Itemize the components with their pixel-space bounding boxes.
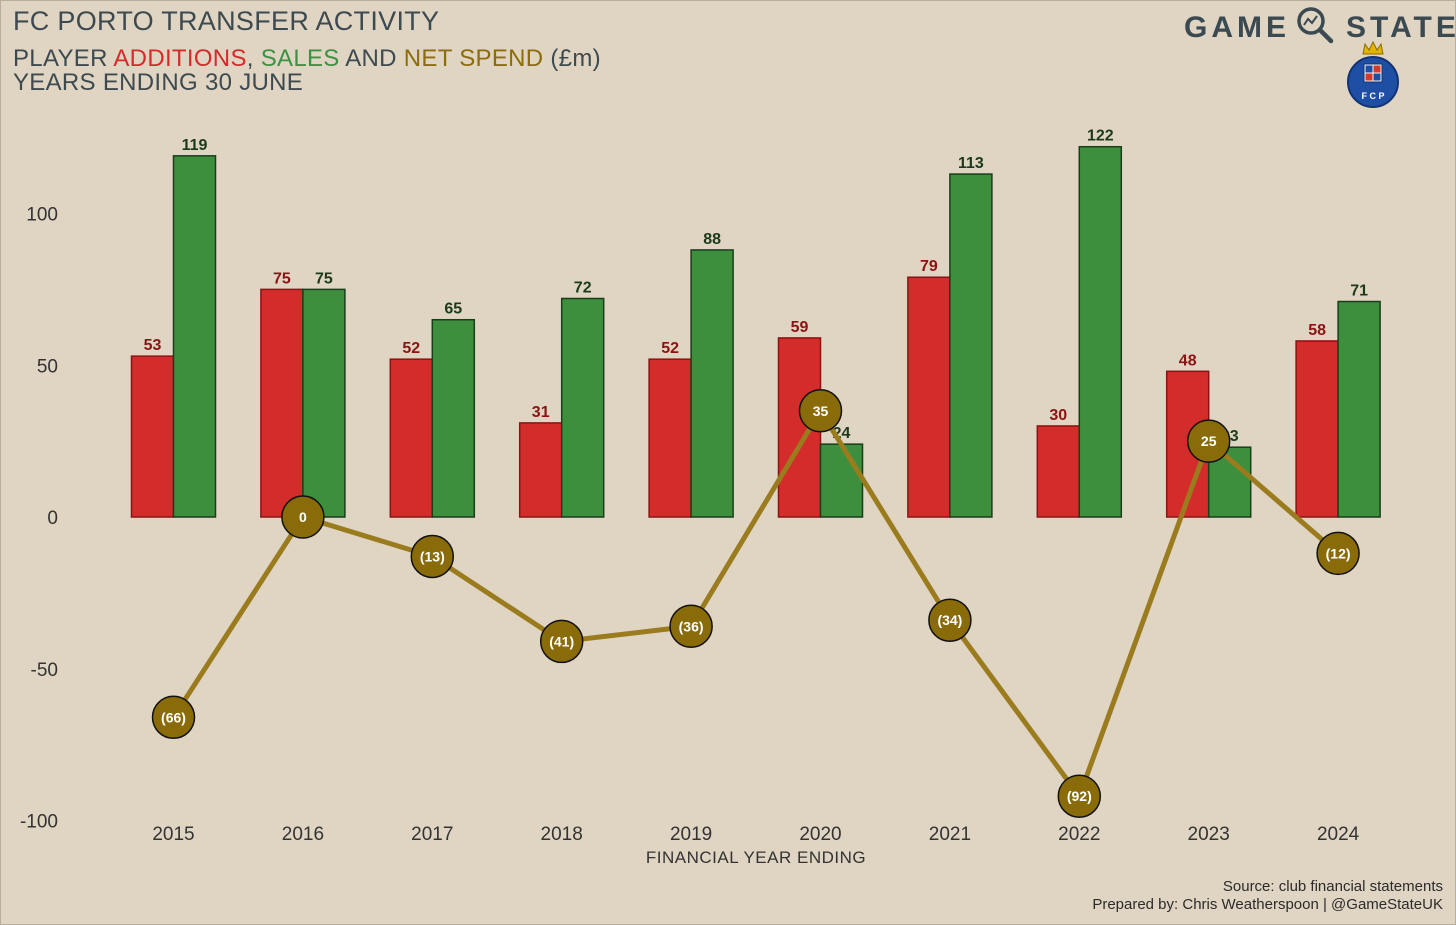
additions-bar (1036, 425, 1081, 518)
additions-label: 52 (661, 340, 679, 357)
x-tick-label: 2015 (152, 824, 194, 845)
x-tick-label: 2019 (670, 824, 712, 845)
legend-additions: ADDITIONS (113, 45, 247, 72)
subtitle-prefix: PLAYER (13, 45, 114, 72)
net-spend-label: (41) (549, 633, 574, 649)
subtitle-and: AND (339, 45, 404, 72)
additions-label: 53 (144, 337, 162, 354)
sales-label: 122 (1087, 128, 1114, 145)
x-axis-title: FINANCIAL YEAR ENDING (646, 848, 866, 867)
sales-label: 119 (182, 137, 208, 154)
x-tick-label: 2024 (1317, 824, 1360, 845)
x-tick-label: 2023 (1188, 824, 1230, 845)
brand-name-left: GAME (1184, 10, 1290, 44)
net-spend-marker (928, 598, 972, 642)
additions-bar (1295, 340, 1339, 518)
brand-name-right: STATE (1346, 10, 1456, 44)
x-tick-label: 2016 (282, 824, 324, 845)
net-spend-marker (1057, 774, 1102, 818)
net-spend-label: 25 (1201, 433, 1217, 449)
additions-bar (518, 422, 563, 518)
net-spend-marker (539, 619, 584, 664)
x-tick-label: 2018 (541, 824, 583, 845)
net-spend-label: (36) (679, 618, 704, 634)
magnifier-icon (1296, 6, 1334, 52)
additions-label: 31 (532, 404, 550, 421)
net-spend-line (171, 408, 1340, 799)
additions-bar (907, 276, 951, 518)
chart-footer: Source: club financial statements Prepar… (1092, 878, 1443, 914)
sales-label: 65 (444, 301, 462, 318)
additions-label: 52 (402, 340, 420, 357)
sales-label: 88 (703, 231, 721, 248)
source-note: Source: club financial statements (1222, 878, 1443, 895)
net-spend-marker (410, 534, 455, 579)
y-tick-label: 50 (37, 356, 58, 377)
y-axis: -100 -50 0 50 100 (20, 205, 58, 833)
bar-labels-group: 5311975755265317252885924791133012248235… (144, 128, 1368, 445)
sales-bar (302, 288, 346, 518)
net-spend-marker (669, 604, 713, 649)
chart-title: FC PORTO TRANSFER ACTIVITY (13, 6, 440, 36)
legend-net-spend: NET SPEND (403, 45, 544, 72)
net-spend-label: (13) (420, 548, 445, 564)
y-tick-label: 100 (26, 205, 58, 226)
net-spend-label: (34) (937, 612, 962, 628)
y-tick-label: 0 (47, 508, 58, 529)
additions-label: 79 (920, 258, 938, 275)
x-tick-label: 2017 (411, 824, 453, 845)
net-spend-marker (151, 695, 196, 740)
chart-subtitle: PLAYER ADDITIONS, SALES AND NET SPEND (£… (13, 45, 601, 73)
sales-bar (819, 443, 864, 518)
net-spend-label: (66) (161, 709, 186, 725)
sales-bar (431, 318, 476, 518)
legend-sales: SALES (260, 45, 340, 72)
x-tick-label: 2021 (929, 824, 971, 845)
sales-label: 72 (574, 279, 592, 296)
y-tick-label: -50 (31, 660, 58, 681)
additions-label: 59 (791, 319, 809, 336)
sales-label: 71 (1350, 283, 1368, 300)
subtitle-unit: (£m) (543, 45, 601, 72)
x-axis: 2015 2016 2017 2018 2019 2020 2021 2022 2023 2024 (152, 824, 1359, 845)
sales-bar (949, 173, 993, 518)
sales-bar (172, 155, 217, 518)
sales-bar (1078, 145, 1123, 518)
chart-subtitle-line2: YEARS ENDING 30 JUNE (13, 69, 304, 96)
net-spend-series: (66) 0 (13) (41) (36) 35 (34) (92) 25 (12) (151, 389, 1360, 818)
x-tick-label: 2020 (799, 824, 841, 845)
sales-bar (1337, 300, 1381, 518)
additions-bar (389, 358, 434, 518)
additions-bar (648, 358, 692, 518)
crest-letters: F C P (1361, 91, 1384, 101)
net-spend-label: (12) (1326, 545, 1351, 561)
net-spend-marker (798, 389, 843, 433)
sales-label: 75 (315, 270, 333, 287)
net-spend-marker (281, 495, 325, 539)
x-tick-label: 2022 (1058, 824, 1100, 845)
prepared-by: Prepared by: Chris Weatherspoon | @GameS… (1092, 896, 1443, 913)
net-spend-marker (1316, 531, 1360, 576)
y-tick-label: -100 (20, 812, 58, 833)
net-spend-label: 0 (299, 509, 307, 525)
net-spend-label: 35 (813, 403, 829, 419)
additions-label: 30 (1049, 407, 1067, 424)
subtitle-comma: , (246, 45, 261, 72)
bars-group (130, 145, 1381, 518)
game-state-logo: GAME STATE (1184, 6, 1456, 52)
fc-porto-crest: F C P (1343, 40, 1403, 115)
additions-bar (260, 288, 304, 518)
net-spend-label: (92) (1067, 788, 1092, 804)
additions-label: 58 (1308, 322, 1326, 339)
sales-bar (560, 297, 605, 518)
additions-bar (130, 355, 175, 518)
sales-label: 113 (958, 155, 984, 172)
net-spend-marker (1186, 419, 1231, 463)
additions-label: 75 (273, 270, 291, 287)
additions-label: 48 (1179, 352, 1197, 369)
sales-bar (690, 249, 734, 518)
